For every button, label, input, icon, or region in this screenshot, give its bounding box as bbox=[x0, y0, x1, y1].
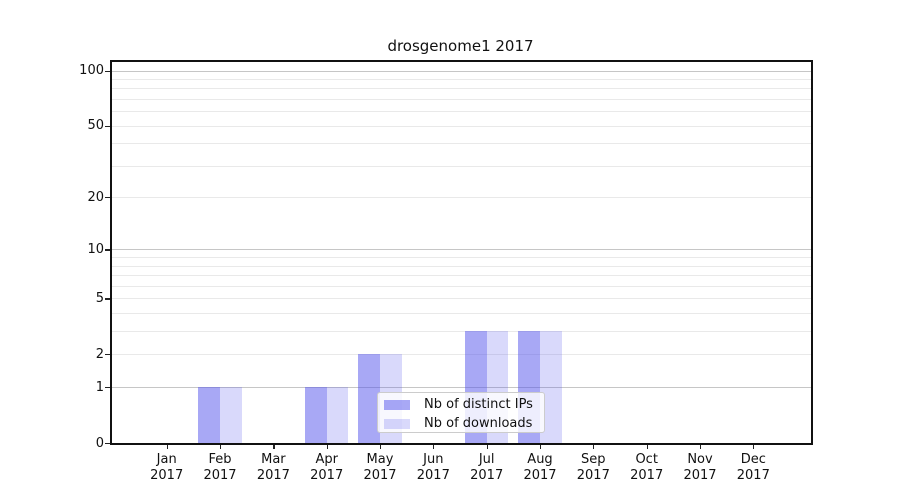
x-tick-may bbox=[380, 444, 382, 449]
x-tick-jan bbox=[166, 444, 168, 449]
gridline-y-60 bbox=[110, 111, 811, 113]
x-tick-sep bbox=[593, 444, 595, 449]
y-tick-10 bbox=[105, 249, 110, 251]
x-tick-label-jan: Jan 2017 bbox=[150, 452, 184, 483]
x-tick-label-apr: Apr 2017 bbox=[310, 452, 344, 483]
legend-swatch-downloads-icon bbox=[384, 419, 410, 429]
bar-downloads-apr bbox=[326, 387, 349, 443]
x-tick-nov bbox=[700, 444, 702, 449]
y-tick-0 bbox=[105, 443, 110, 445]
gridline-y-70 bbox=[110, 98, 811, 100]
x-tick-dec bbox=[753, 444, 755, 449]
x-tick-label-mar: Mar 2017 bbox=[256, 452, 290, 483]
gridline-y-3 bbox=[110, 331, 811, 333]
chart-title: drosgenome1 2017 bbox=[387, 37, 534, 55]
y-axis-line bbox=[110, 60, 112, 443]
legend-item-distinct-ips: Nb of distinct IPs bbox=[384, 397, 544, 413]
gridline-y-90 bbox=[110, 78, 811, 80]
y-tick-label-50: 50 bbox=[87, 118, 104, 134]
top-spine bbox=[110, 60, 813, 62]
y-tick-1 bbox=[105, 387, 110, 389]
x-tick-mar bbox=[273, 444, 275, 449]
gridline-y-80 bbox=[110, 88, 811, 90]
bar-downloads-aug bbox=[540, 331, 562, 443]
gridline-y-30 bbox=[110, 165, 811, 167]
x-tick-label-feb: Feb 2017 bbox=[203, 452, 237, 483]
x-axis-line bbox=[110, 443, 813, 445]
y-tick-label-5: 5 bbox=[95, 290, 104, 306]
gridline-y-100 bbox=[110, 70, 811, 72]
x-tick-label-oct: Oct 2017 bbox=[630, 452, 664, 483]
y-tick-label-1: 1 bbox=[95, 379, 104, 395]
gridline-y-5 bbox=[110, 298, 811, 300]
x-tick-feb bbox=[220, 444, 222, 449]
gridline-y-4 bbox=[110, 313, 811, 315]
x-tick-label-nov: Nov 2017 bbox=[683, 452, 717, 483]
x-tick-label-jun: Jun 2017 bbox=[416, 452, 450, 483]
y-tick-label-20: 20 bbox=[87, 189, 104, 205]
gridline-y-9 bbox=[110, 257, 811, 259]
y-tick-label-2: 2 bbox=[95, 346, 104, 362]
bar-downloads-feb bbox=[220, 387, 242, 443]
legend-label-distinct-ips: Nb of distinct IPs bbox=[424, 397, 533, 412]
y-tick-label-0: 0 bbox=[95, 435, 104, 451]
gridline-y-2 bbox=[110, 354, 811, 356]
x-tick-oct bbox=[646, 444, 648, 449]
y-tick-label-10: 10 bbox=[87, 241, 104, 257]
x-tick-label-aug: Aug 2017 bbox=[523, 452, 557, 483]
y-tick-5 bbox=[105, 298, 110, 300]
x-tick-label-may: May 2017 bbox=[363, 452, 397, 483]
bar-distinct-ips-may bbox=[358, 354, 380, 443]
legend-item-downloads: Nb of downloads bbox=[384, 416, 544, 432]
x-tick-jun bbox=[433, 444, 435, 449]
gridline-y-40 bbox=[110, 143, 811, 145]
x-tick-jul bbox=[486, 444, 488, 449]
y-tick-label-100: 100 bbox=[79, 63, 104, 78]
bar-distinct-ips-apr bbox=[304, 387, 327, 443]
bar-distinct-ips-feb bbox=[198, 387, 220, 443]
legend-swatch-distinct-ips-icon bbox=[384, 400, 410, 410]
legend-label-downloads: Nb of downloads bbox=[424, 416, 533, 431]
gridline-y-1 bbox=[110, 387, 811, 388]
gridline-y-10 bbox=[110, 249, 811, 251]
y-tick-2 bbox=[105, 354, 110, 356]
x-tick-apr bbox=[326, 444, 328, 449]
x-tick-aug bbox=[540, 444, 542, 449]
x-tick-label-dec: Dec 2017 bbox=[736, 452, 770, 483]
y-tick-50 bbox=[105, 125, 110, 127]
x-tick-label-sep: Sep 2017 bbox=[576, 452, 610, 483]
gridline-y-6 bbox=[110, 285, 811, 287]
y-tick-20 bbox=[105, 197, 110, 199]
right-spine bbox=[811, 60, 813, 445]
gridline-y-7 bbox=[110, 275, 811, 277]
legend: Nb of distinct IPs Nb of downloads bbox=[377, 392, 545, 433]
gridline-y-8 bbox=[110, 265, 811, 267]
gridline-y-50 bbox=[110, 125, 811, 127]
gridline-y-20 bbox=[110, 197, 811, 199]
x-tick-label-jul: Jul 2017 bbox=[470, 452, 504, 483]
y-tick-100 bbox=[105, 70, 110, 72]
